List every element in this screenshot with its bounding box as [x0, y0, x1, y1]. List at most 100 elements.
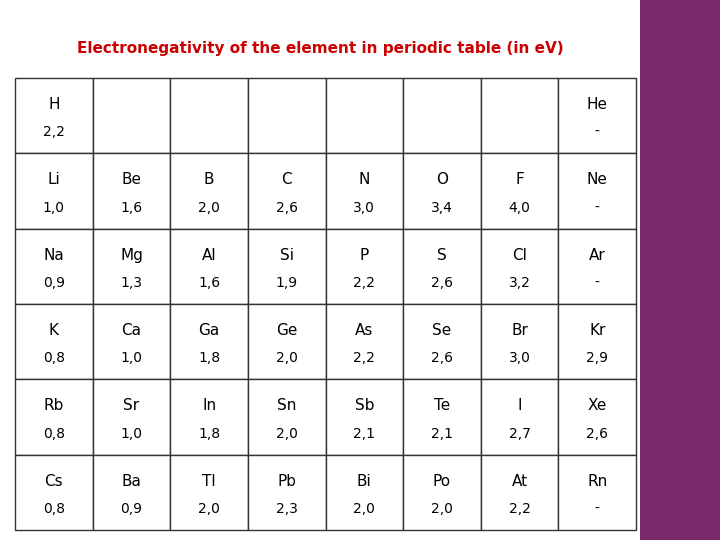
Text: 2,6: 2,6	[276, 200, 297, 214]
Text: 3,0: 3,0	[508, 351, 531, 365]
Bar	[325, 228, 403, 304]
Bar	[559, 228, 636, 304]
Text: Se: Se	[432, 323, 451, 338]
Text: Si: Si	[279, 247, 294, 262]
Bar	[93, 228, 170, 304]
Text: Kr: Kr	[589, 323, 606, 338]
Text: Pb: Pb	[277, 474, 296, 489]
Text: Te: Te	[434, 398, 450, 413]
Bar	[15, 153, 93, 228]
Text: K: K	[49, 323, 59, 338]
Text: He: He	[587, 97, 608, 112]
Bar	[15, 78, 93, 153]
Text: I: I	[517, 398, 522, 413]
Text: 2,0: 2,0	[198, 200, 220, 214]
Bar	[15, 379, 93, 455]
Text: 2,0: 2,0	[354, 502, 375, 516]
Text: N: N	[359, 172, 370, 187]
Text: 1,9: 1,9	[276, 276, 298, 290]
Text: 1,0: 1,0	[42, 200, 65, 214]
Bar	[481, 455, 559, 530]
Text: Ar: Ar	[589, 247, 606, 262]
Bar	[481, 78, 559, 153]
Bar	[93, 304, 170, 379]
Text: Ge: Ge	[276, 323, 297, 338]
Bar	[403, 78, 481, 153]
Text: Al: Al	[202, 247, 217, 262]
Bar	[325, 379, 403, 455]
Text: Mg: Mg	[120, 247, 143, 262]
Bar	[170, 153, 248, 228]
Bar	[93, 455, 170, 530]
Bar	[93, 78, 170, 153]
Text: Bi: Bi	[357, 474, 372, 489]
Bar	[248, 455, 325, 530]
Text: 0,8: 0,8	[42, 427, 65, 441]
Text: 0,9: 0,9	[120, 502, 143, 516]
Bar	[559, 379, 636, 455]
Text: -: -	[595, 276, 600, 290]
Bar	[481, 379, 559, 455]
Text: Sn: Sn	[277, 398, 297, 413]
Text: 0,8: 0,8	[42, 351, 65, 365]
Text: 2,2: 2,2	[354, 276, 375, 290]
Text: -: -	[595, 502, 600, 516]
Text: 2,2: 2,2	[354, 351, 375, 365]
Text: Rn: Rn	[587, 474, 607, 489]
Bar	[559, 304, 636, 379]
Text: 1,3: 1,3	[120, 276, 143, 290]
Text: 1,6: 1,6	[120, 200, 143, 214]
Bar	[248, 379, 325, 455]
Text: Xe: Xe	[588, 398, 607, 413]
Bar	[403, 153, 481, 228]
Bar	[248, 228, 325, 304]
Text: 2,6: 2,6	[431, 276, 453, 290]
Text: Ga: Ga	[199, 323, 220, 338]
Bar	[325, 455, 403, 530]
Text: H: H	[48, 97, 60, 112]
Bar	[403, 455, 481, 530]
Text: As: As	[355, 323, 374, 338]
Bar	[248, 304, 325, 379]
Text: 3,0: 3,0	[354, 200, 375, 214]
Text: Ne: Ne	[587, 172, 608, 187]
Text: Po: Po	[433, 474, 451, 489]
Text: 2,6: 2,6	[431, 351, 453, 365]
Text: At: At	[511, 474, 528, 489]
Text: 2,2: 2,2	[43, 125, 65, 139]
Bar	[559, 153, 636, 228]
Text: 3,2: 3,2	[508, 276, 531, 290]
Text: 1,6: 1,6	[198, 276, 220, 290]
Text: 2,1: 2,1	[354, 427, 375, 441]
Text: Cl: Cl	[512, 247, 527, 262]
Bar	[559, 455, 636, 530]
Bar	[170, 379, 248, 455]
Text: 2,0: 2,0	[276, 351, 297, 365]
Text: Sb: Sb	[354, 398, 374, 413]
Text: 2,0: 2,0	[431, 502, 453, 516]
Text: 2,1: 2,1	[431, 427, 453, 441]
Bar	[403, 304, 481, 379]
Text: F: F	[516, 172, 524, 187]
Bar	[170, 228, 248, 304]
Text: 2,0: 2,0	[276, 427, 297, 441]
Bar	[403, 379, 481, 455]
Text: 1,0: 1,0	[120, 427, 143, 441]
Bar	[170, 78, 248, 153]
Text: In: In	[202, 398, 216, 413]
Text: 1,8: 1,8	[198, 351, 220, 365]
Bar	[481, 304, 559, 379]
Text: Na: Na	[43, 247, 64, 262]
Text: Li: Li	[48, 172, 60, 187]
Text: 1,8: 1,8	[198, 427, 220, 441]
Bar	[93, 153, 170, 228]
Bar	[248, 153, 325, 228]
Text: Rb: Rb	[44, 398, 64, 413]
Text: -: -	[595, 200, 600, 214]
Text: Cs: Cs	[45, 474, 63, 489]
Bar	[481, 228, 559, 304]
Text: Electronegativity of the element in periodic table (in eV): Electronegativity of the element in peri…	[77, 40, 563, 56]
Text: Tl: Tl	[202, 474, 216, 489]
Bar	[15, 455, 93, 530]
Text: 3,4: 3,4	[431, 200, 453, 214]
